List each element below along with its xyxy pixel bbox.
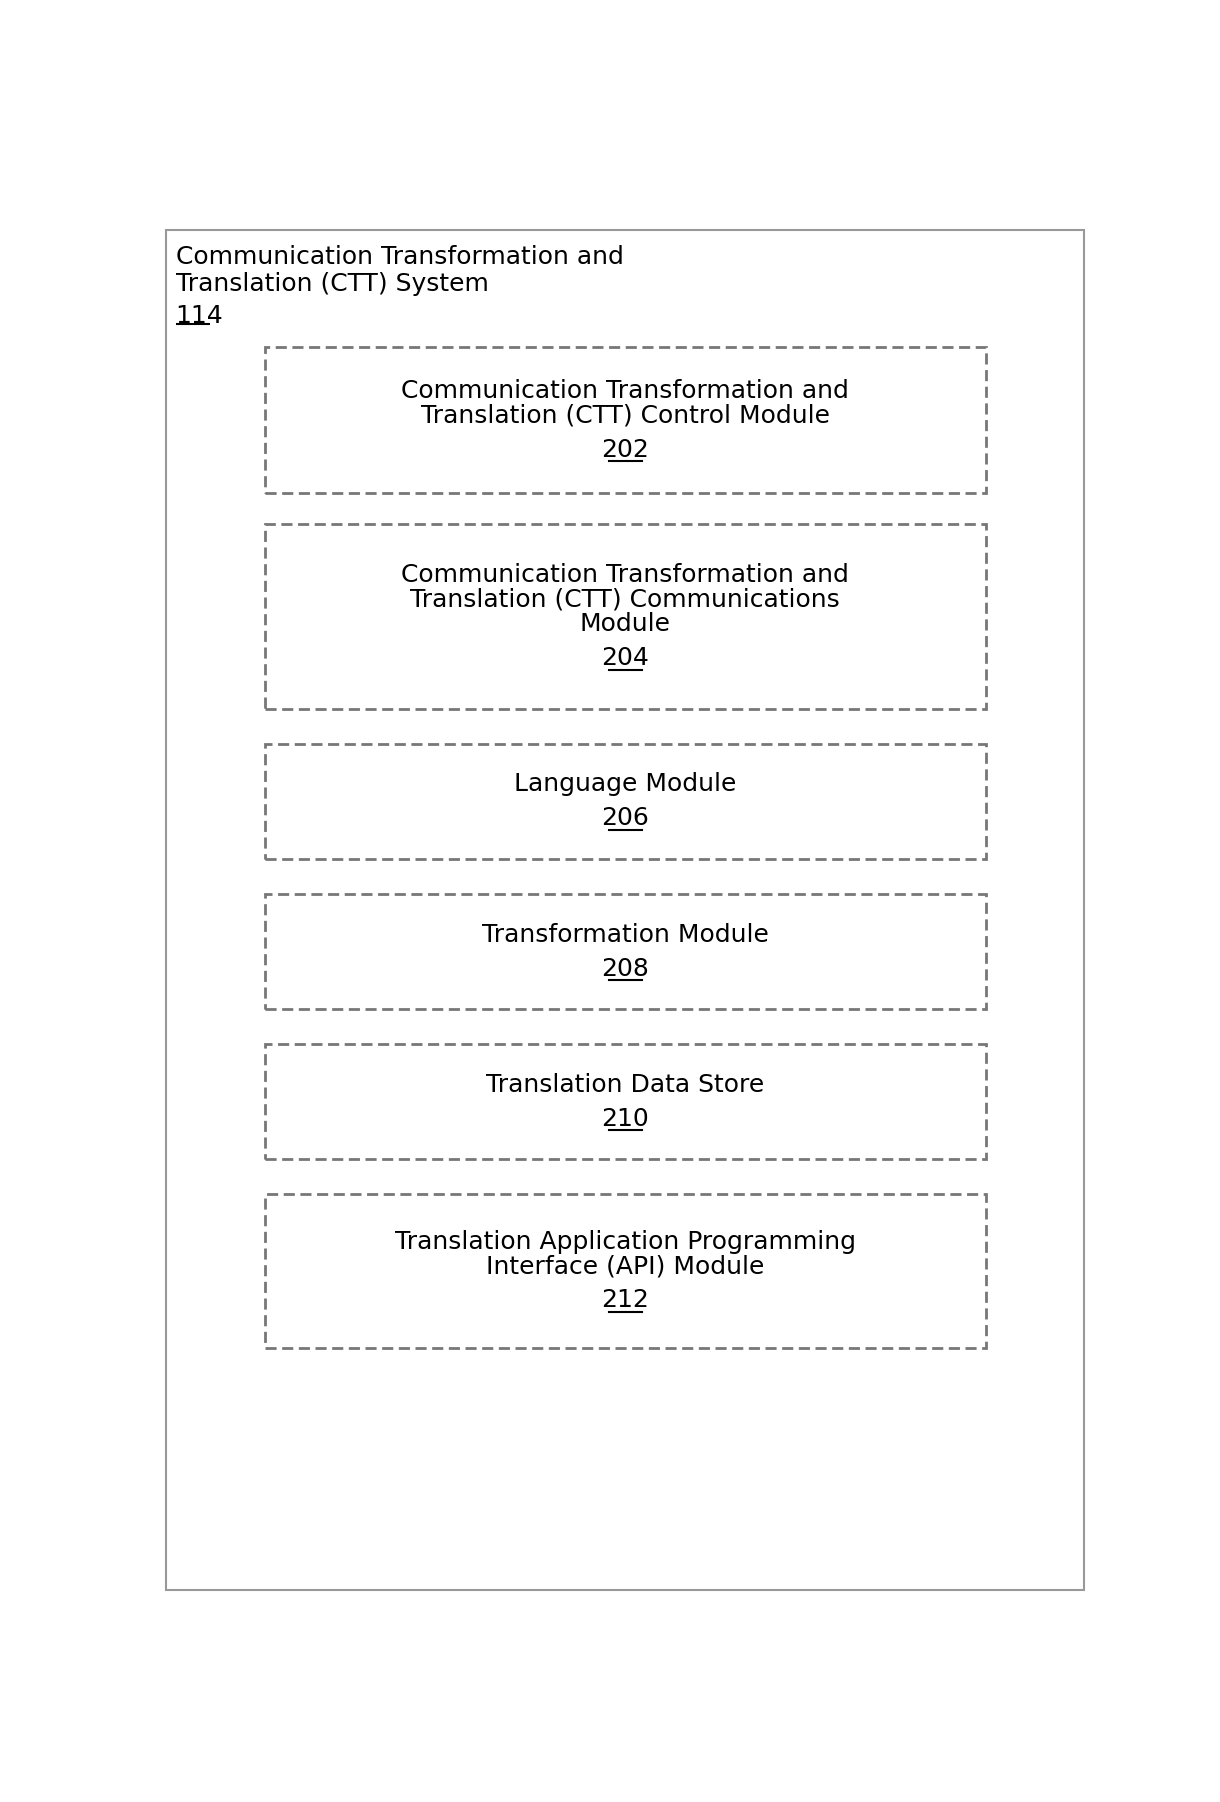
Text: 202: 202 [601,438,649,461]
Text: Language Module: Language Module [514,773,737,796]
Bar [265,1043,986,1159]
Bar [265,348,986,494]
Text: Communication Transformation and: Communication Transformation and [401,378,849,404]
Text: Translation (CTT) Control Module: Translation (CTT) Control Module [421,404,830,427]
Text: Communication Transformation and: Communication Transformation and [176,245,623,270]
Bar [265,1195,986,1348]
Bar [265,894,986,1009]
Text: 210: 210 [601,1106,649,1130]
Text: 204: 204 [601,647,649,670]
Text: Transformation Module: Transformation Module [482,923,769,946]
Text: Translation Application Programming: Translation Application Programming [395,1231,855,1254]
Bar [265,744,986,860]
Text: 114: 114 [176,305,223,328]
Text: Interface (API) Module: Interface (API) Module [486,1254,765,1279]
Text: Module: Module [580,613,671,636]
Text: Translation (CTT) Communications: Translation (CTT) Communications [410,587,841,611]
Bar [265,524,986,708]
Text: 212: 212 [601,1288,649,1312]
Text: 208: 208 [601,957,649,980]
Text: Translation (CTT) System: Translation (CTT) System [176,272,489,296]
Text: Translation Data Store: Translation Data Store [486,1072,765,1097]
Text: 206: 206 [601,805,649,831]
Text: Communication Transformation and: Communication Transformation and [401,562,849,587]
